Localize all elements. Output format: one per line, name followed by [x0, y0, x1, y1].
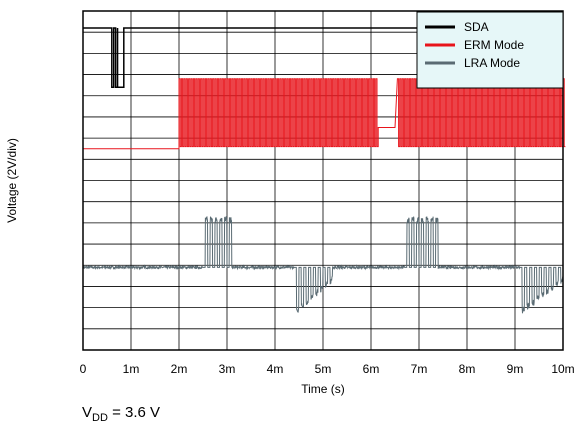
legend-label: SDA — [464, 20, 489, 34]
series-line-sda — [83, 27, 563, 89]
x-tick-label: 1m — [123, 362, 140, 376]
x-tick-label: 9m — [507, 362, 524, 376]
x-tick-label: 5m — [315, 362, 332, 376]
vdd-value: = 3.6 V — [107, 404, 161, 421]
x-axis-label: Time (s) — [301, 382, 345, 396]
x-tick-label: 0 — [80, 362, 87, 376]
y-axis-label: Voltage (2V/div) — [5, 138, 19, 223]
chart-traces — [82, 27, 566, 314]
plot-frame — [82, 10, 564, 351]
x-tick-labels: 0 1m 2m 3m 4m 5m 6m 7m 8m 9m 10m — [80, 362, 575, 376]
vdd-symbol: V — [82, 404, 93, 421]
legend: SDA ERM Mode LRA Mode — [416, 11, 564, 89]
x-tick-label: 4m — [267, 362, 284, 376]
legend-label: ERM Mode — [464, 38, 524, 52]
legend-box — [416, 11, 564, 89]
vdd-caption: VDD = 3.6 V — [82, 404, 160, 424]
series-line-lra-mode — [82, 215, 564, 314]
x-tick-label: 2m — [171, 362, 188, 376]
x-tick-label: 8m — [459, 362, 476, 376]
vdd-subscript: DD — [92, 412, 108, 424]
x-tick-label: 6m — [363, 362, 380, 376]
x-tick-label: 10m — [551, 362, 574, 376]
x-tick-label: 3m — [219, 362, 236, 376]
legend-label: LRA Mode — [464, 56, 520, 70]
oscilloscope-chart: 0 1m 2m 3m 4m 5m 6m 7m 8m 9m 10m Time (s) Voltage … — [5, 10, 575, 396]
series-line-erm-mode — [83, 78, 566, 150]
x-tick-label: 7m — [411, 362, 428, 376]
